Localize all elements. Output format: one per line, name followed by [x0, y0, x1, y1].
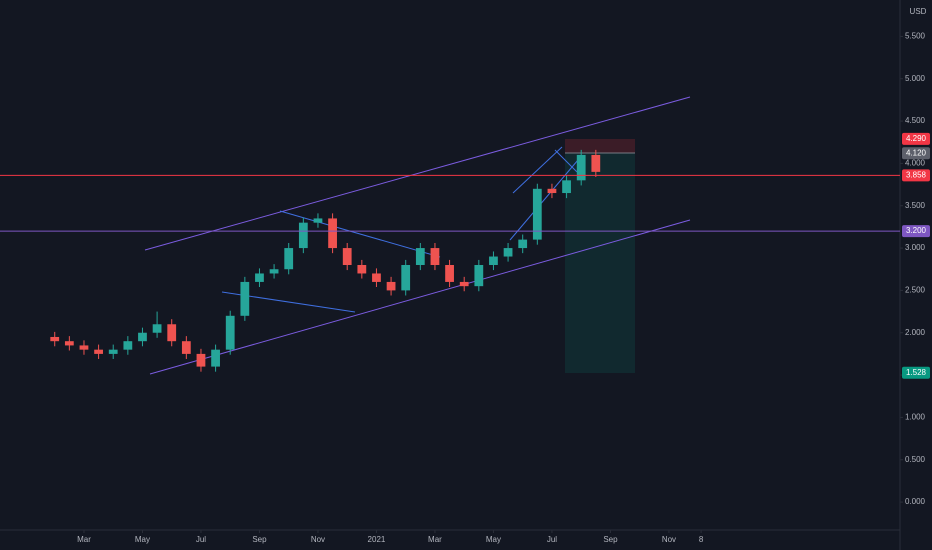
candle-body: [123, 341, 133, 350]
y-tick-label: 4.000: [905, 159, 926, 168]
price-label-box: [902, 132, 930, 145]
x-tick-label: Nov: [662, 535, 676, 544]
price-label: 4.290: [906, 134, 927, 143]
y-tick-label: 2.000: [905, 328, 926, 337]
candle-body: [372, 273, 381, 282]
price-label: 3.858: [906, 171, 927, 180]
x-tick-label: Mar: [77, 535, 91, 544]
candle-body: [576, 154, 586, 181]
candle-body: [50, 336, 60, 342]
candle-body: [518, 239, 528, 249]
price-label: 4.120: [906, 148, 927, 157]
x-tick-label: Sep: [603, 535, 618, 544]
candle-body: [474, 265, 484, 287]
candle-body: [79, 345, 89, 350]
candle-body: [445, 265, 454, 282]
candle-body: [562, 180, 571, 194]
price-label-box: [902, 147, 930, 160]
price-label-box: [902, 366, 930, 379]
candle-body: [108, 349, 118, 354]
candle-body: [591, 154, 601, 172]
price-label-box: [902, 169, 930, 182]
candle-body: [240, 281, 250, 316]
candle-body: [255, 273, 264, 282]
x-tick-label: 2021: [368, 535, 386, 544]
candle-body: [459, 281, 469, 287]
y-tick-label: 1.000: [905, 413, 926, 422]
candle-body: [181, 341, 191, 354]
candle-body: [284, 248, 294, 270]
candle-body: [401, 265, 411, 291]
x-tick-label: Jul: [547, 535, 557, 544]
candle-body: [167, 324, 177, 342]
candle-body: [152, 324, 162, 333]
y-tick-label: 5.500: [905, 32, 926, 41]
position-tool: [565, 139, 635, 373]
candle-body: [503, 248, 513, 257]
candle-body: [138, 332, 147, 342]
target-zone: [565, 153, 635, 373]
candle-body: [415, 248, 425, 265]
candle-body: [225, 315, 235, 350]
candle-body: [196, 353, 206, 367]
x-tick-label: Nov: [311, 535, 325, 544]
candle-body: [313, 218, 323, 223]
candle-body: [489, 256, 498, 265]
x-tick-label: Mar: [428, 535, 442, 544]
y-tick-label: 3.500: [905, 201, 926, 210]
channel-upper: [144, 96, 691, 251]
y-tick-label: 3.000: [905, 243, 926, 252]
drawings: [144, 96, 691, 375]
candle-body: [211, 349, 220, 367]
wedge-upper: [279, 210, 441, 258]
candle-body: [269, 269, 279, 274]
rising-wedge-lower: [509, 159, 579, 241]
x-tick-label: Sep: [252, 535, 267, 544]
channel-lower: [149, 219, 691, 375]
y-tick-label: 4.500: [905, 116, 926, 125]
y-tick-label: 0.500: [905, 455, 926, 464]
y-tick-label: 5.000: [905, 74, 926, 83]
candle-body: [357, 265, 367, 274]
price-label-box: [902, 225, 930, 238]
stop-zone: [565, 139, 635, 153]
y-tick-label: 0.000: [905, 497, 926, 506]
rising-wedge-upper: [512, 146, 563, 194]
x-tick-label: May: [135, 535, 150, 544]
y-tick-label: 2.500: [905, 286, 926, 295]
price-label: 1.528: [906, 368, 927, 377]
candle-body: [298, 222, 308, 249]
candle-body: [430, 248, 440, 265]
breakdown-line: [554, 149, 578, 173]
candle-body: [547, 188, 557, 194]
x-tick-label: Jul: [196, 535, 206, 544]
price-label: 3.200: [906, 226, 927, 235]
x-tick-label: May: [486, 535, 501, 544]
candle-body: [532, 188, 542, 240]
candle-body: [94, 349, 103, 354]
candle-body: [342, 248, 352, 265]
candle-body: [64, 341, 74, 346]
currency-label: USD: [910, 7, 927, 16]
x-tick-label: 8: [699, 535, 704, 544]
candle-body: [328, 218, 337, 249]
candle-body: [386, 281, 396, 291]
